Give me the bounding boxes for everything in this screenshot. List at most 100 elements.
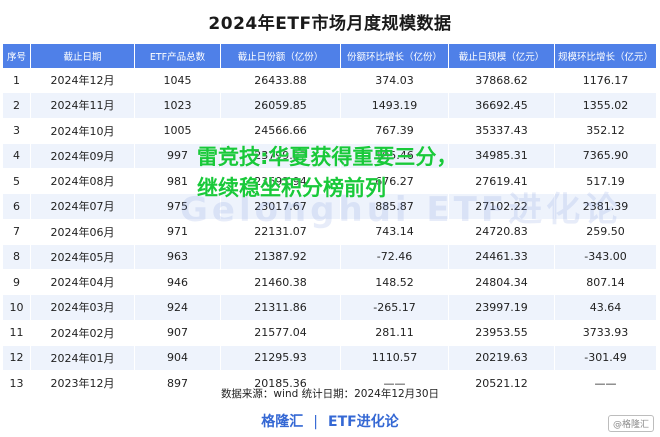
cell-share-growth: 743.14 bbox=[341, 219, 449, 245]
cell-share-growth: -72.46 bbox=[341, 244, 449, 270]
cell-product-count: 1005 bbox=[135, 118, 221, 144]
cell-index: 5 bbox=[3, 169, 31, 195]
cell-date: 2024年09月 bbox=[31, 143, 135, 169]
cell-product-count: 897 bbox=[135, 371, 221, 397]
cell-date: 2024年10月 bbox=[31, 118, 135, 144]
cell-date: 2024年12月 bbox=[31, 68, 135, 94]
cell-date: 2024年03月 bbox=[31, 295, 135, 321]
cell-index: 11 bbox=[3, 320, 31, 346]
cell-scale-growth: 352.12 bbox=[555, 118, 657, 144]
cell-scale-growth: 1355.02 bbox=[555, 93, 657, 119]
cell-index: 12 bbox=[3, 345, 31, 371]
cell-share-growth: -265.17 bbox=[341, 295, 449, 321]
cell-scale: 20521.12 bbox=[449, 371, 555, 397]
cell-index: 2 bbox=[3, 93, 31, 119]
cell-date: 2024年05月 bbox=[31, 244, 135, 270]
table-row: 7 2024年06月 971 22131.07 743.14 24720.83 259.50 bbox=[3, 219, 657, 245]
cell-product-count: 981 bbox=[135, 169, 221, 195]
cell-index: 6 bbox=[3, 194, 31, 220]
cell-index: 9 bbox=[3, 270, 31, 296]
cell-scale: 27619.41 bbox=[449, 169, 555, 195]
cell-index: 8 bbox=[3, 244, 31, 270]
cell-shares: 21460.38 bbox=[221, 270, 341, 296]
cell-share-growth: 374.03 bbox=[341, 68, 449, 94]
cell-scale: 24461.33 bbox=[449, 244, 555, 270]
cell-scale: 20219.63 bbox=[449, 345, 555, 371]
cell-shares: 23017.67 bbox=[221, 194, 341, 220]
table-row: 9 2024年04月 946 21460.38 148.52 24804.34 807.14 bbox=[3, 270, 657, 296]
header-date: 截止日期 bbox=[31, 44, 135, 68]
table-row: 12 2024年01月 904 21295.93 1110.57 20219.63 -301… bbox=[3, 345, 657, 371]
cell-scale: 35337.43 bbox=[449, 118, 555, 144]
cell-shares: 24566.66 bbox=[221, 118, 341, 144]
data-source-note: 数据来源：wind 统计日期：2024年12月30日 bbox=[220, 388, 440, 400]
cell-product-count: 997 bbox=[135, 143, 221, 169]
cell-share-growth: 148.52 bbox=[341, 270, 449, 296]
cell-share-growth: 281.11 bbox=[341, 320, 449, 346]
cell-scale-growth: 43.64 bbox=[555, 295, 657, 321]
cell-index: 1 bbox=[3, 68, 31, 94]
cell-scale: 36692.45 bbox=[449, 93, 555, 119]
cell-index: 3 bbox=[3, 118, 31, 144]
cell-scale: 34985.31 bbox=[449, 143, 555, 169]
cell-share-growth: 105.46 bbox=[341, 143, 449, 169]
table-header-row: 序号 截止日期 ETF产品总数 截止日份额（亿份） 份额环比增长（亿份） 截止日… bbox=[3, 44, 657, 68]
cell-scale-growth: 807.14 bbox=[555, 270, 657, 296]
table-row: 10 2024年03月 924 21311.86 -265.17 23997.19 43.6… bbox=[3, 295, 657, 321]
cell-share-growth: 1493.19 bbox=[341, 93, 449, 119]
cell-shares: 26059.85 bbox=[221, 93, 341, 119]
header-share-growth: 份额环比增长（亿份） bbox=[341, 44, 449, 68]
table-row: 11 2024年02月 907 21577.04 281.11 23953.55 3733.… bbox=[3, 320, 657, 346]
cell-date: 2023年12月 bbox=[31, 371, 135, 397]
cell-shares: 21295.93 bbox=[221, 345, 341, 371]
cell-date: 2024年07月 bbox=[31, 194, 135, 220]
cell-shares: 23799.27 bbox=[221, 143, 341, 169]
cell-scale: 24804.34 bbox=[449, 270, 555, 296]
header-index: 序号 bbox=[3, 44, 31, 68]
cell-shares: 21311.86 bbox=[221, 295, 341, 321]
cell-date: 2024年04月 bbox=[31, 270, 135, 296]
cell-shares: 26433.88 bbox=[221, 68, 341, 94]
cell-scale-growth: 517.19 bbox=[555, 169, 657, 195]
cell-shares: 21387.92 bbox=[221, 244, 341, 270]
table-row: 13 2023年12月 897 20185.36 —— 20521.12 —— bbox=[3, 371, 657, 397]
cell-product-count: 1045 bbox=[135, 68, 221, 94]
cell-scale: 23953.55 bbox=[449, 320, 555, 346]
table-row: 8 2024年05月 963 21387.92 -72.46 24461.33 -343.0… bbox=[3, 244, 657, 270]
cell-date: 2024年08月 bbox=[31, 169, 135, 195]
cell-shares: 20185.36 bbox=[221, 371, 341, 397]
chart-title: 2024年ETF市场月度规模数据 bbox=[208, 14, 452, 34]
cell-product-count: 924 bbox=[135, 295, 221, 321]
cell-scale: 27102.22 bbox=[449, 194, 555, 220]
brand-separator: | bbox=[313, 414, 319, 430]
watermark: Gelonghui ETF进化论 bbox=[180, 190, 623, 230]
cell-product-count: 904 bbox=[135, 345, 221, 371]
cell-product-count: 971 bbox=[135, 219, 221, 245]
brand-left: 格隆汇 bbox=[261, 414, 304, 430]
cell-product-count: 946 bbox=[135, 270, 221, 296]
cell-scale-growth: 3733.93 bbox=[555, 320, 657, 346]
header-shares: 截止日份额（亿份） bbox=[221, 44, 341, 68]
table-row: 3 2024年10月 1005 24566.66 767.39 35337.43 352.1… bbox=[3, 118, 657, 144]
brand-footer: 格隆汇 | ETF进化论 bbox=[0, 411, 660, 431]
cell-scale: 37868.62 bbox=[449, 68, 555, 94]
table-row: 2 2024年11月 1023 26059.85 1493.19 36692.45 1355… bbox=[3, 93, 657, 119]
cell-scale-growth: 2381.39 bbox=[555, 194, 657, 220]
cell-date: 2024年06月 bbox=[31, 219, 135, 245]
cell-index: 13 bbox=[3, 371, 31, 397]
cell-product-count: 1023 bbox=[135, 93, 221, 119]
cell-scale-growth: —— bbox=[555, 371, 657, 397]
cell-share-growth: 676.27 bbox=[341, 169, 449, 195]
cell-date: 2024年01月 bbox=[31, 345, 135, 371]
cell-index: 4 bbox=[3, 143, 31, 169]
cell-share-growth: 1110.57 bbox=[341, 345, 449, 371]
etf-data-table: 序号 截止日期 ETF产品总数 截止日份额（亿份） 份额环比增长（亿份） 截止日… bbox=[3, 44, 657, 397]
cell-scale-growth: -343.00 bbox=[555, 244, 657, 270]
header-scale: 截止日规模（亿元） bbox=[449, 44, 555, 68]
header-scale-growth: 规模环比增长（亿元） bbox=[555, 44, 657, 68]
cell-date: 2024年11月 bbox=[31, 93, 135, 119]
cell-shares: 23693.94 bbox=[221, 169, 341, 195]
cell-scale-growth: 1176.17 bbox=[555, 68, 657, 94]
cell-index: 10 bbox=[3, 295, 31, 321]
table-row: 4 2024年09月 997 23799.27 105.46 34985.31 7365.9… bbox=[3, 143, 657, 169]
